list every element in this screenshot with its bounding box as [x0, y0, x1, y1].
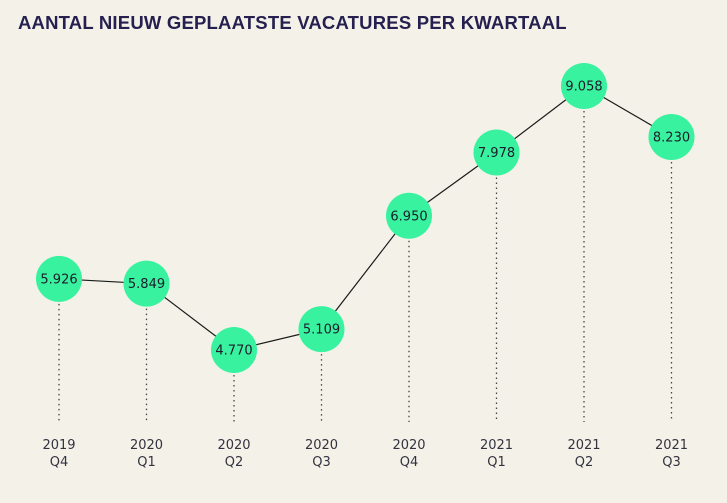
x-tick-quarter: Q2	[575, 455, 594, 470]
data-point	[123, 260, 170, 307]
data-markers: 5.926 5.849 4.770 5.109 6.950 7.978 9.058 8.230	[36, 63, 695, 373]
data-label: 5.109	[303, 323, 340, 338]
x-axis-ticks: 2019 Q4 2020 Q1 2020 Q2 2020 Q3 2020 Q4 2021 Q1 2021…	[42, 438, 688, 470]
data-point	[386, 192, 432, 239]
x-tick-year: 2021	[567, 438, 600, 453]
drop-lines	[58, 86, 673, 422]
data-label: 9.058	[565, 80, 602, 95]
x-tick-quarter: Q2	[225, 455, 244, 470]
data-point	[473, 129, 520, 176]
data-label: 8.230	[653, 130, 690, 145]
data-label: 6.950	[390, 209, 427, 224]
chart-title: AANTAL NIEUW GEPLAATSTE VACATURES PER KW…	[18, 12, 567, 33]
data-label: 5.926	[40, 272, 77, 287]
x-tick-quarter: Q3	[312, 455, 331, 470]
data-point	[648, 113, 695, 160]
data-point	[36, 255, 82, 302]
x-tick-quarter: Q4	[400, 455, 419, 470]
x-tick-year: 2019	[42, 438, 75, 453]
data-label: 7.978	[478, 146, 515, 161]
x-tick-year: 2020	[305, 438, 338, 453]
x-tick-year: 2021	[480, 438, 513, 453]
x-tick-quarter: Q3	[662, 455, 681, 470]
data-point	[211, 327, 257, 373]
series-segment	[321, 215, 410, 330]
x-tick-quarter: Q1	[487, 455, 506, 470]
x-tick-year: 2020	[217, 438, 250, 453]
x-tick-quarter: Q1	[137, 455, 156, 470]
data-label: 4.770	[215, 344, 252, 359]
x-tick-year: 2020	[392, 438, 425, 453]
x-tick-year: 2021	[655, 438, 688, 453]
data-point	[561, 63, 607, 109]
data-point	[298, 306, 345, 353]
x-tick-quarter: Q4	[50, 455, 69, 470]
data-label: 5.849	[128, 277, 165, 292]
x-tick-year: 2020	[130, 438, 163, 453]
series-line	[58, 85, 672, 351]
